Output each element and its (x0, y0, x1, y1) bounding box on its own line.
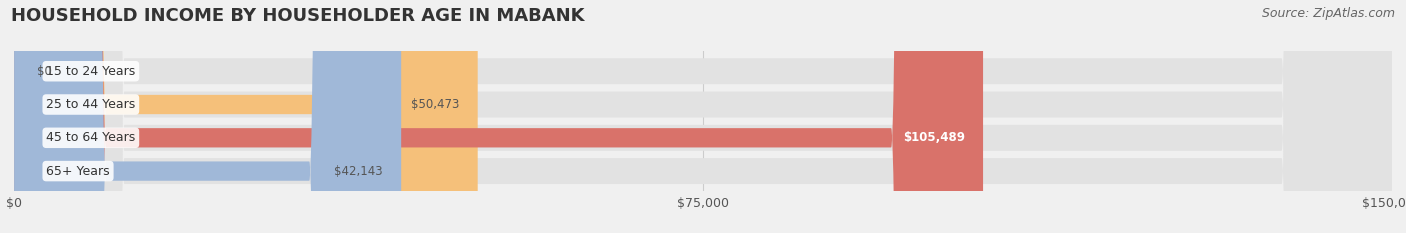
Text: 45 to 64 Years: 45 to 64 Years (46, 131, 135, 144)
FancyBboxPatch shape (14, 0, 1392, 233)
FancyBboxPatch shape (14, 0, 1392, 233)
Text: $50,473: $50,473 (411, 98, 460, 111)
FancyBboxPatch shape (14, 0, 983, 233)
FancyBboxPatch shape (14, 0, 1392, 233)
Text: HOUSEHOLD INCOME BY HOUSEHOLDER AGE IN MABANK: HOUSEHOLD INCOME BY HOUSEHOLDER AGE IN M… (11, 7, 585, 25)
Text: 25 to 44 Years: 25 to 44 Years (46, 98, 135, 111)
Text: Source: ZipAtlas.com: Source: ZipAtlas.com (1261, 7, 1395, 20)
Text: $105,489: $105,489 (903, 131, 965, 144)
FancyBboxPatch shape (14, 0, 478, 233)
Text: $0: $0 (37, 65, 52, 78)
Text: 15 to 24 Years: 15 to 24 Years (46, 65, 135, 78)
Text: 65+ Years: 65+ Years (46, 164, 110, 178)
Text: $42,143: $42,143 (335, 164, 382, 178)
FancyBboxPatch shape (14, 0, 401, 233)
FancyBboxPatch shape (14, 0, 1392, 233)
